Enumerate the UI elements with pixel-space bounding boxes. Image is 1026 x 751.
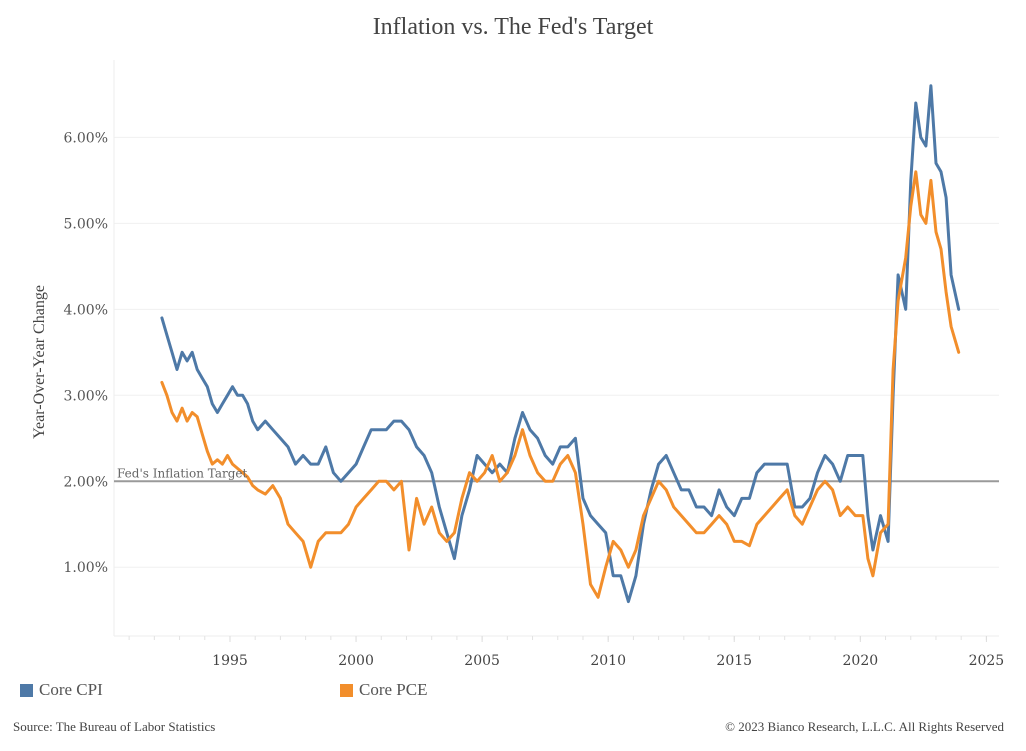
x-tick-label: 2005	[464, 653, 500, 669]
source-note: Source: The Bureau of Labor Statistics	[13, 719, 216, 734]
legend-label-core-pce: Core PCE	[359, 680, 428, 699]
y-axis-title: Year-Over-Year Change	[31, 285, 48, 439]
y-tick-label: 6.00%	[64, 130, 108, 146]
axes: 1.00% 2.00% 3.00% 4.00% 5.00% 6.00% 1995 2000 20…	[64, 60, 1005, 669]
y-tick-label: 2.00%	[64, 474, 108, 490]
copyright-note: © 2023 Bianco Research, L.L.C. All Right…	[725, 719, 1004, 734]
chart-title: Inflation vs. The Fed's Target	[372, 14, 654, 40]
y-tick-label: 1.00%	[64, 560, 108, 576]
x-tick-label: 2000	[338, 653, 374, 669]
legend-item-core-cpi[interactable]: Core CPI	[20, 680, 103, 700]
series-group: Fed's Inflation Target	[117, 84, 961, 604]
legend-label-core-cpi: Core CPI	[39, 680, 103, 699]
x-tick-label: 1995	[212, 653, 248, 669]
fed-target-label: Fed's Inflation Target	[117, 466, 248, 480]
legend-swatch-core-cpi	[20, 683, 33, 697]
x-tick-label: 2010	[590, 653, 626, 669]
series-line-core-pce	[160, 170, 961, 599]
y-tick-label: 5.00%	[64, 216, 108, 232]
x-tick-label: 2015	[716, 653, 752, 669]
x-tick-label: 2020	[843, 653, 879, 669]
y-tick-label: 3.00%	[64, 388, 108, 404]
legend-item-core-pce[interactable]: Core PCE	[340, 680, 427, 700]
series-line-core-cpi	[160, 84, 961, 604]
legend-swatch-core-pce	[340, 683, 353, 697]
y-tick-label: 4.00%	[64, 302, 108, 318]
x-tick-label: 2025	[969, 653, 1005, 669]
